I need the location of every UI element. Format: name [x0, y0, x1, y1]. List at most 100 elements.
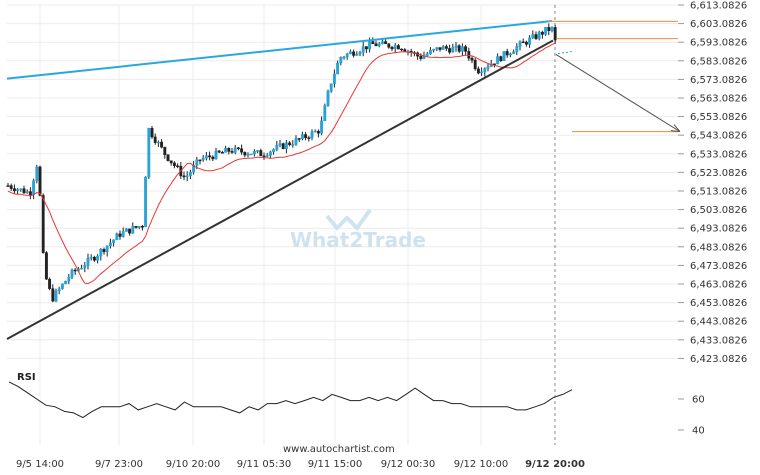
candle [332, 73, 336, 84]
time-tick-label: 9/12 10:00 [454, 459, 508, 470]
candle [547, 27, 551, 31]
candle [112, 239, 116, 244]
candle [118, 233, 122, 237]
candle [163, 146, 167, 155]
candle [518, 41, 522, 47]
candle [214, 150, 218, 160]
price-tick-label: 6,453.0826 [690, 298, 747, 309]
candle [128, 228, 132, 234]
time-tick-label: 9/11 05:30 [237, 459, 291, 470]
candle [144, 176, 148, 228]
candle [329, 83, 333, 92]
time-tick-label: 9/12 00:30 [381, 459, 435, 470]
candle [12, 188, 16, 192]
rsi-panel: RSI 60 40 [8, 372, 705, 437]
candle [160, 141, 164, 148]
candle [307, 137, 311, 139]
candle [451, 47, 455, 53]
watermark: What2Trade [290, 208, 426, 252]
price-tick-label: 6,423.0826 [690, 354, 747, 365]
candle [243, 151, 247, 156]
candle [188, 171, 192, 176]
candle [224, 147, 228, 153]
candle [240, 148, 244, 153]
candle [140, 226, 144, 228]
candle [400, 48, 404, 51]
candle [208, 155, 212, 158]
candle [291, 144, 295, 146]
time-tick-label: 9/12 20:00 [525, 459, 585, 470]
candle [348, 51, 352, 55]
rsi-path [8, 381, 573, 419]
candle [22, 188, 26, 194]
candle [256, 150, 260, 152]
candle [393, 45, 397, 50]
candle [380, 41, 384, 44]
candle [336, 62, 340, 75]
candle [220, 152, 224, 154]
candle [502, 51, 506, 62]
candle [361, 46, 365, 53]
rsi-axis: 60 40 [678, 395, 705, 437]
price-tick-label: 6,463.0826 [690, 280, 747, 291]
price-tick-label: 6,573.0826 [690, 75, 747, 86]
candle [387, 43, 391, 48]
rsi-tick-label: 40 [692, 426, 705, 437]
candle [428, 50, 432, 55]
candle [323, 105, 327, 121]
candle [233, 147, 237, 153]
candle [342, 56, 346, 59]
candle [550, 27, 554, 31]
candle [310, 131, 314, 139]
candle [16, 189, 20, 192]
candle [48, 278, 52, 289]
candle [540, 31, 544, 35]
candle [185, 175, 189, 178]
pattern-lines [6, 19, 681, 340]
candle [345, 53, 349, 58]
candle [108, 242, 112, 247]
candle [262, 155, 266, 158]
time-tick-label: 9/7 23:00 [95, 459, 143, 470]
candle [339, 56, 343, 64]
candle [508, 53, 512, 56]
candle [352, 51, 356, 56]
candle [515, 46, 519, 53]
candle [496, 56, 500, 65]
candle [377, 43, 381, 47]
candle [105, 245, 109, 253]
candle [44, 252, 48, 280]
candle [92, 256, 96, 261]
candle [355, 53, 359, 56]
candle [313, 130, 317, 133]
candle [284, 142, 288, 149]
watermark-text: What2Trade [290, 228, 426, 252]
candle [304, 134, 308, 138]
candle [486, 66, 490, 69]
arrow-head-icon [670, 124, 681, 133]
candle [35, 166, 39, 182]
candle [19, 188, 23, 190]
candle [553, 27, 557, 41]
price-tick-label: 6,523.0826 [690, 168, 747, 179]
candle [476, 68, 480, 74]
candle [96, 255, 100, 261]
candle [28, 191, 32, 195]
candle [70, 269, 74, 278]
candle [153, 136, 157, 143]
candle [358, 51, 362, 55]
price-tick-label: 6,593.0826 [690, 38, 747, 49]
price-tick-label: 6,473.0826 [690, 261, 747, 272]
resistance-line [6, 19, 553, 80]
candle [198, 159, 202, 162]
candle [320, 120, 324, 134]
candle [441, 46, 445, 50]
candle [326, 90, 330, 106]
price-tick-label: 6,563.0826 [690, 94, 747, 105]
candle [457, 45, 461, 52]
candle [201, 157, 205, 161]
candlesticks [6, 23, 557, 303]
candle [444, 46, 448, 49]
candle [67, 276, 71, 282]
